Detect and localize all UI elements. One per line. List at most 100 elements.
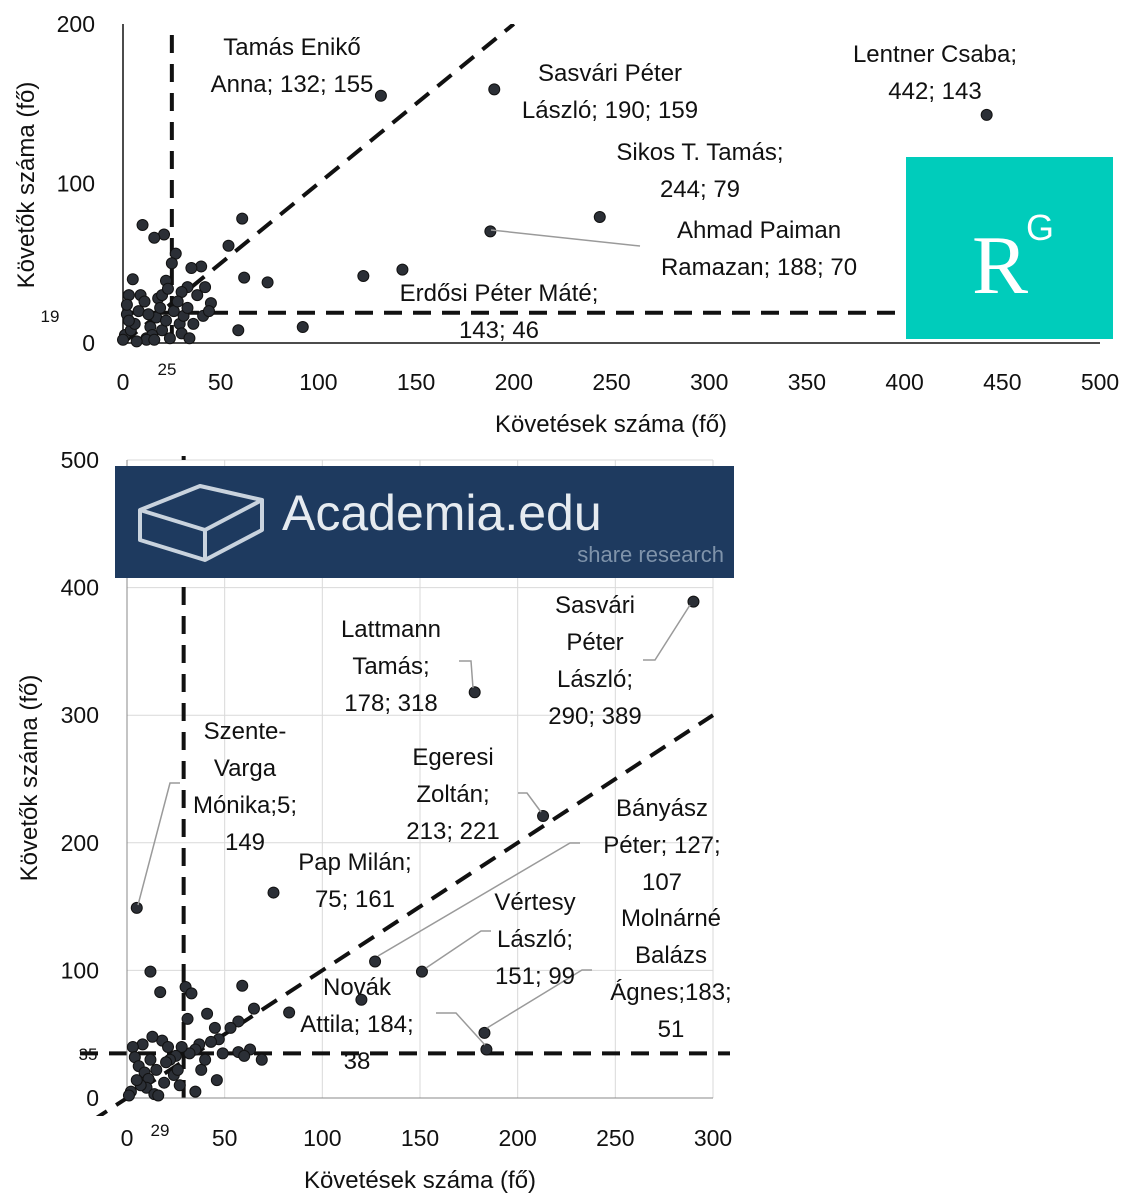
chart1-guide-lines	[123, 24, 1100, 343]
chart2-annotation: Molnárné Balázs Ágnes;183; 51	[610, 905, 731, 1043]
chart2-threshold-labels: 29 35	[79, 1045, 170, 1140]
chart2-y-tick-label: 100	[61, 957, 99, 983]
chart2-annotation-line: 38	[344, 1048, 371, 1075]
chart2-annotations: Lattmann Tamás; 178; 318 Sasvári Péter László…	[193, 592, 732, 1075]
chart2-leader-line	[377, 842, 580, 957]
chart1-data-point	[185, 262, 198, 275]
chart2-annotation-line: Péter	[566, 629, 623, 656]
chart2-annotation-line: László;	[497, 926, 573, 953]
chart2-data-point	[199, 1053, 212, 1066]
chart1-points	[117, 83, 993, 348]
chart2-data-point	[208, 1021, 221, 1034]
chart2-annotation-line: Novák	[323, 974, 392, 1001]
chart1-annotation: Lentner Csaba; 442; 143	[853, 41, 1017, 105]
chart2-data-point	[283, 1006, 296, 1019]
chart2-data-point	[415, 965, 428, 978]
chart2-x-tick-label: 200	[498, 1125, 536, 1151]
chart2-annotation-line: 107	[642, 869, 682, 896]
chart2-y-tick-label: 500	[61, 447, 99, 473]
chart2-data-point	[181, 1012, 194, 1025]
chart2-data-point	[195, 1063, 208, 1076]
chart1-annotation-line: Tamás Enikő	[223, 34, 360, 61]
chart2-y-axis-label: Követők száma (fő)	[16, 675, 43, 882]
chart1-data-point	[593, 210, 606, 223]
chart2-data-point	[150, 1063, 163, 1076]
chart2-leader-line	[518, 792, 542, 813]
chart2-data-point	[144, 965, 157, 978]
chart1-data-point	[126, 273, 139, 286]
chart2-data-point	[216, 1047, 229, 1060]
chart2-annotation-line: 178; 318	[344, 690, 437, 717]
chart1-y-threshold-label: 19	[41, 307, 60, 326]
chart2-x-tick-label: 50	[212, 1125, 238, 1151]
chart1-annotation: Sikos T. Tamás; 244; 79	[616, 139, 783, 203]
chart1-data-point	[136, 218, 149, 231]
chart1-data-point	[191, 289, 204, 302]
chart2-x-axis-label: Követések száma (fő)	[304, 1167, 536, 1194]
chart2-leader-line	[425, 930, 491, 969]
chart2-data-point	[369, 955, 382, 968]
chart1-data-point	[181, 301, 194, 314]
researchgate-logo: R G	[906, 157, 1113, 339]
chart1-data-point	[199, 281, 212, 294]
chart1-x-tick-label: 100	[299, 369, 337, 395]
chart1-annotation-line: Sasvári Péter	[538, 60, 682, 87]
chart2-x-tick-label: 0	[121, 1125, 134, 1151]
chart1-annotation-line: Anna; 132; 155	[211, 71, 374, 98]
chart2-leader-line	[486, 969, 592, 1029]
chart1-data-point	[261, 276, 274, 289]
chart1-data-point	[165, 257, 178, 270]
chart1-data-point	[120, 298, 133, 311]
chart2-annotation-line: Szente-	[204, 718, 287, 745]
academia-logo-subtext: share research	[577, 542, 724, 567]
chart2-data-point	[468, 686, 481, 699]
chart2-annotation-line: 213; 221	[406, 818, 499, 845]
chart2-x-tick-label: 150	[401, 1125, 439, 1151]
chart2-annotation-line: 75; 161	[315, 886, 395, 913]
chart1-data-point	[238, 271, 251, 284]
chart2-data-point	[201, 1007, 214, 1020]
chart2-annotation-line: Pap Milán;	[298, 849, 411, 876]
chart1-data-point	[357, 270, 370, 283]
chart1-annotation-line: Ramazan; 188; 70	[661, 254, 857, 281]
chart2-data-point	[152, 1089, 165, 1102]
chart2-annotation-line: Vértesy	[494, 889, 575, 916]
chart2-data-point	[144, 1053, 157, 1066]
chart1-data-point	[161, 282, 174, 295]
chart1-x-tick-label: 300	[690, 369, 728, 395]
chart1-annotation-line: Lentner Csaba;	[853, 41, 1017, 68]
chart2-data-point	[247, 1002, 260, 1015]
chart2-y-threshold-label: 35	[79, 1045, 98, 1064]
chart2-data-point	[478, 1026, 491, 1039]
chart2-data-point	[171, 1063, 184, 1076]
chart2-data-point	[224, 1021, 237, 1034]
chart2-data-point	[173, 1079, 186, 1092]
chart-researchgate: 0 50 100 150 200 250 300 350 400 450 500 0 100 200 25…	[13, 11, 1119, 438]
chart2-annotation-line: 290; 389	[548, 703, 641, 730]
chart1-data-point	[138, 295, 151, 308]
academia-logo-text: Academia.edu	[282, 485, 602, 541]
chart2-data-point	[236, 979, 249, 992]
chart2-annotation-line: Lattmann	[341, 616, 441, 643]
chart2-annotation-line: Egeresi	[412, 744, 493, 771]
chart2-data-point	[537, 810, 550, 823]
chart1-y-tick-label: 0	[82, 330, 95, 356]
chart2-leader-line	[643, 604, 691, 661]
chart2-data-point	[687, 595, 700, 608]
chart1-y-tick-label: 100	[57, 171, 95, 197]
chart2-x-tick-label: 300	[694, 1125, 732, 1151]
chart1-annotation-line: 244; 79	[660, 176, 740, 203]
chart2-points	[122, 595, 700, 1102]
chart2-annotation-line: Mónika;5;	[193, 792, 297, 819]
chart1-data-point	[396, 263, 409, 276]
chart2-annotation-line: László;	[557, 666, 633, 693]
chart1-data-point	[202, 305, 215, 318]
chart1-annotation: Erdősi Péter Máté; 143; 46	[400, 280, 599, 344]
chart1-annotation-line: Erdősi Péter Máté;	[400, 280, 599, 307]
chart2-data-point	[185, 987, 198, 1000]
chart2-y-tick-label: 0	[86, 1085, 99, 1111]
chart2-y-tick-label: 300	[61, 702, 99, 728]
chart1-annotation: Tamás Enikő Anna; 132; 155	[211, 34, 374, 98]
chart2-data-point	[130, 901, 143, 914]
